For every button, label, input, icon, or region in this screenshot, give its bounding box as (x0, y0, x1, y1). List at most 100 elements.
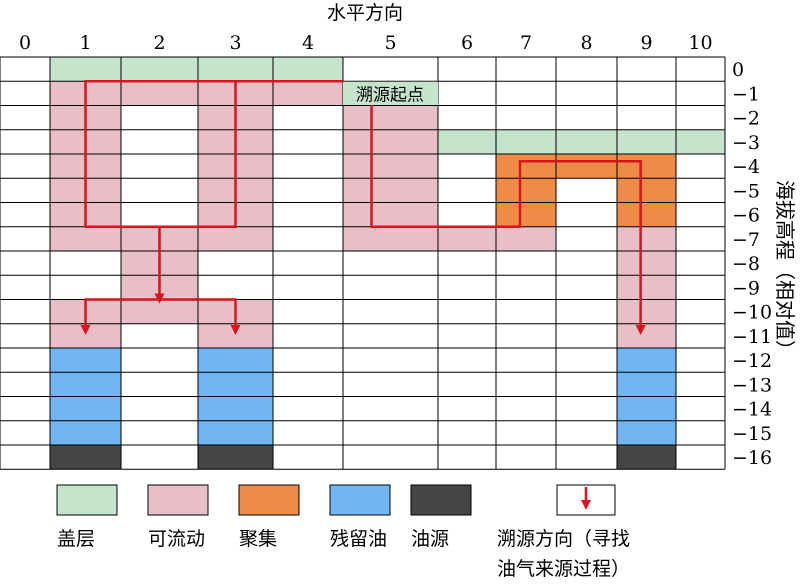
caprock-cell (676, 129, 725, 154)
accumulation-cell (496, 178, 556, 203)
flowable-cell (343, 129, 438, 154)
x-tick-label: 7 (520, 32, 532, 54)
residual-oil-cell (617, 420, 676, 445)
y-tick-label: −15 (732, 423, 772, 445)
y-tick-label: −11 (732, 326, 772, 348)
residual-oil-cell (617, 348, 676, 373)
flowable-cell (121, 81, 198, 106)
trace-arrow (84, 80, 343, 228)
y-tick-label: −4 (732, 156, 760, 178)
caprock-cell (496, 129, 556, 154)
legend-label: 盖层 (57, 528, 95, 550)
flowable-cell (496, 226, 556, 251)
x-tick-label: 9 (640, 32, 652, 54)
flowable-cell (121, 299, 198, 324)
flowable-cell (343, 154, 438, 179)
y-tick-label: −1 (732, 83, 760, 105)
legend-swatch-caprock (56, 484, 118, 516)
legend-label: 油源 (411, 528, 449, 550)
x-tick-label: 3 (229, 32, 241, 54)
x-tick-label: 4 (302, 32, 314, 54)
y-tick-label: −12 (732, 350, 772, 372)
legend-label: 残留油 (330, 528, 387, 550)
y-tick-label: 0 (732, 59, 744, 81)
x-tick-label: 5 (384, 32, 396, 54)
y-tick-label: −16 (732, 447, 772, 469)
y-tick-label: −13 (732, 374, 772, 396)
caprock-cell (617, 129, 676, 154)
legend-label: 聚集 (239, 528, 277, 550)
flowable-cell (198, 226, 273, 251)
legend-label: 油气来源过程） (497, 558, 630, 580)
flowable-cell (343, 226, 438, 251)
trace-start-box (343, 81, 438, 105)
flowable-cell (50, 226, 121, 251)
residual-oil-cell (617, 372, 676, 397)
accumulation-cell (617, 154, 676, 179)
legend-swatch-flowable (147, 484, 209, 516)
y-tick-label: −2 (732, 108, 760, 130)
y-tick-label: −5 (732, 180, 760, 202)
flowable-cell (617, 226, 676, 251)
legend-swatch-residual_oil (329, 484, 391, 516)
trace-arrow (80, 298, 160, 336)
source-cell (198, 445, 273, 470)
residual-oil-cell (50, 348, 121, 373)
y-axis-title: 海拔高程（相对值） (773, 180, 797, 360)
source-cell (617, 445, 676, 470)
residual-oil-cell (198, 420, 273, 445)
residual-oil-cell (50, 396, 121, 421)
accumulation-cell (496, 202, 556, 227)
residual-oil-cell (50, 372, 121, 397)
flowable-cell (438, 226, 496, 251)
x-axis-title: 水平方向 (327, 2, 403, 24)
y-tick-label: −3 (732, 132, 760, 154)
x-tick-label: 10 (688, 32, 712, 54)
y-tick-label: −10 (732, 302, 772, 324)
flowable-cell (273, 81, 343, 106)
x-tick-label: 6 (461, 32, 473, 54)
grid-cells (50, 57, 725, 470)
trace-paths (80, 80, 646, 336)
flowable-cell (343, 202, 438, 227)
caprock-cell (556, 129, 617, 154)
accumulation-cell (617, 178, 676, 203)
legend-label: 溯源方向（寻找 (497, 528, 630, 550)
residual-oil-cell (198, 348, 273, 373)
legend-swatch-accumulation (238, 484, 300, 516)
x-axis-ticks: 0 1 2 3 4 5 6 7 8 9 10 (19, 32, 713, 54)
caprock-cell (121, 57, 198, 82)
accumulation-cell (617, 202, 676, 227)
trace-arrow (159, 298, 241, 336)
residual-oil-cell (198, 372, 273, 397)
legend-swatch-source (410, 484, 472, 516)
y-tick-label: −14 (732, 399, 772, 421)
y-tick-label: −6 (732, 205, 760, 227)
y-tick-label: −8 (732, 253, 760, 275)
grid-lines (0, 56, 726, 470)
accumulation-cell (556, 154, 617, 179)
flowable-cell (617, 251, 676, 276)
residual-oil-cell (617, 396, 676, 421)
flowable-cell (343, 105, 438, 130)
trace-arrow (370, 93, 646, 336)
flowable-cell (617, 299, 676, 324)
flowable-cell (617, 275, 676, 300)
residual-oil-cell (50, 420, 121, 445)
y-tick-label: −7 (732, 229, 760, 251)
accumulation-cell (496, 154, 556, 179)
flowable-cell (617, 323, 676, 348)
y-axis-ticks: 0−1 −2−3−4−5 −6−7−8−9 −10−11−12−13 −14−15−16 (732, 59, 772, 469)
caprock-cell (438, 129, 496, 154)
trace-start: 溯源起点 (343, 81, 438, 105)
residual-oil-cell (198, 396, 273, 421)
flowable-cell (343, 178, 438, 203)
x-tick-label: 8 (580, 32, 592, 54)
legend-label: 可流动 (148, 528, 205, 550)
caprock-cell (50, 57, 121, 82)
source-cell (50, 445, 121, 470)
y-tick-label: −9 (732, 277, 760, 299)
x-tick-label: 1 (79, 32, 91, 54)
